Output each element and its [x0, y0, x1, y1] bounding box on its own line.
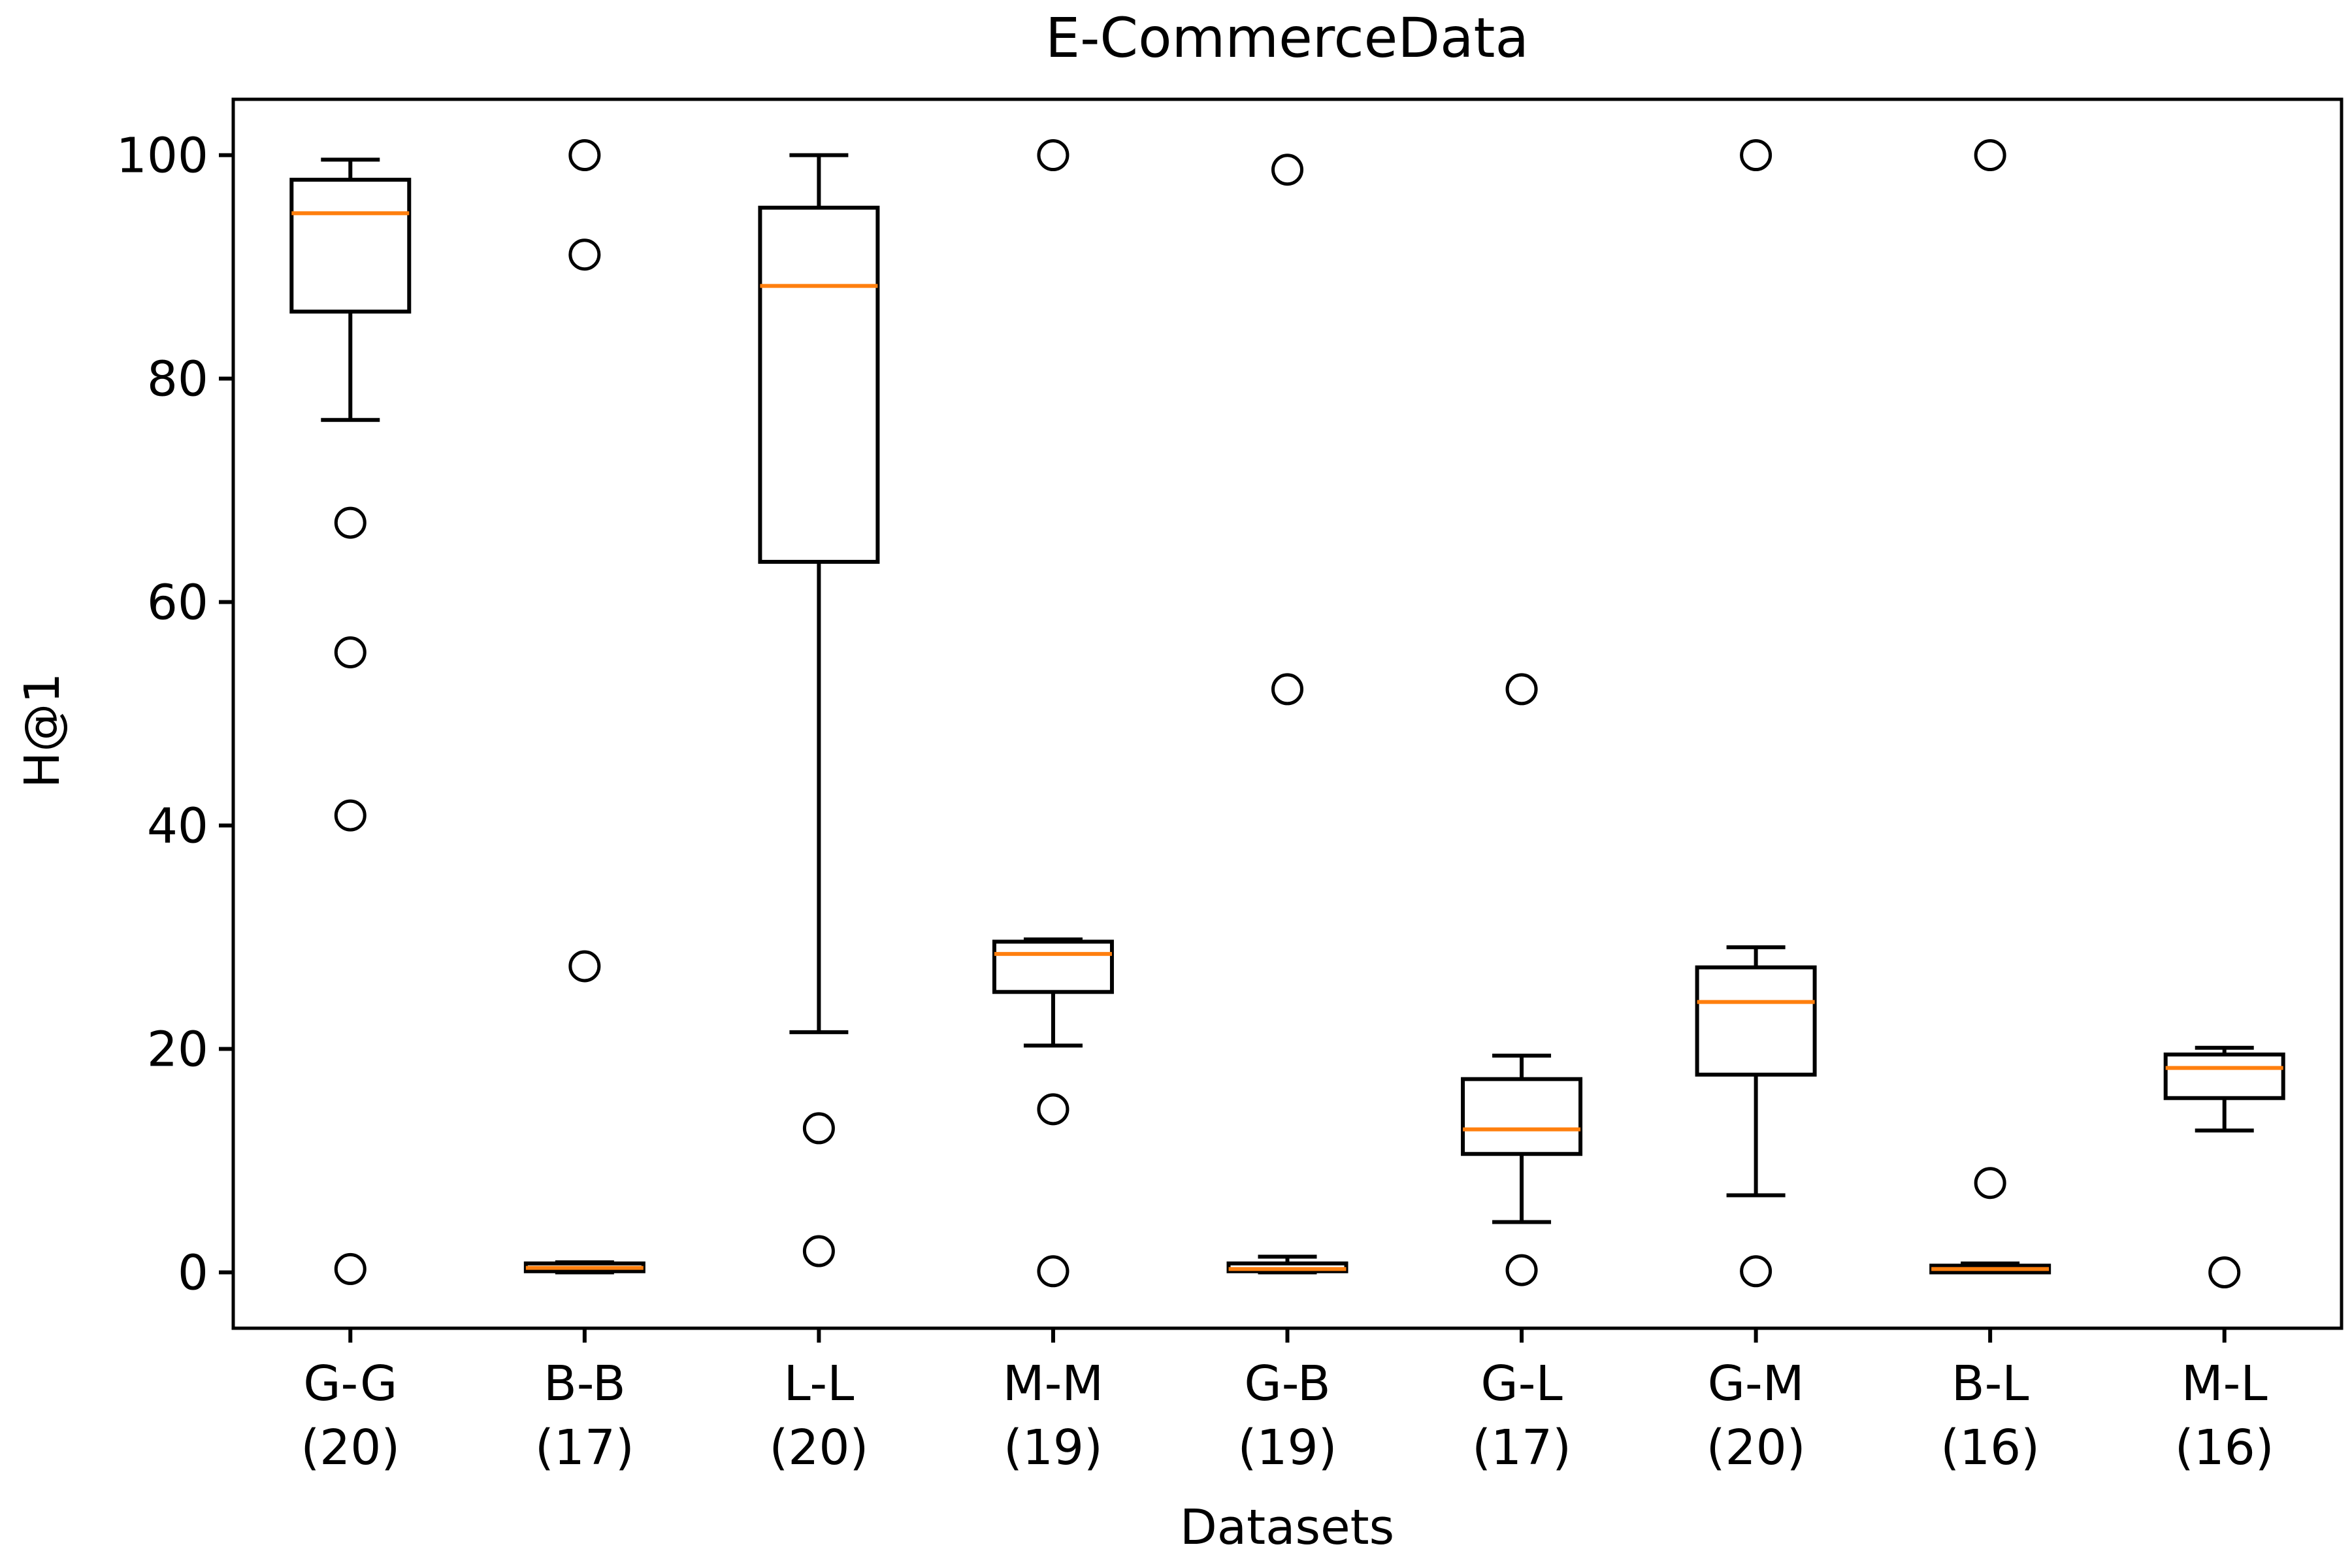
chart-title: E-CommerceData — [1045, 6, 1529, 70]
y-axis-label: H@1 — [14, 673, 71, 789]
outlier-point — [1974, 1167, 2006, 1200]
x-tick-label: G-G — [303, 1356, 397, 1412]
outlier-point — [334, 506, 367, 539]
outlier-point — [802, 1235, 835, 1267]
x-tick-count-label: (17) — [535, 1420, 634, 1476]
outlier-point — [1271, 673, 1303, 706]
y-tick-label: 20 — [147, 1022, 208, 1078]
outlier-point — [1271, 154, 1303, 186]
plot-area: 0 20 40 60 80 100 G-G (20) B-B (17) L-L (20) M-M (19)… — [116, 97, 2344, 1476]
outlier-point — [1974, 139, 2006, 171]
outlier-point — [334, 1252, 367, 1285]
box — [758, 205, 880, 564]
x-tick-count-label: (19) — [1238, 1420, 1337, 1476]
outlier-point — [1740, 1255, 1772, 1288]
plot-frame — [231, 97, 2344, 1330]
x-tick-count-label: (16) — [2175, 1420, 2274, 1476]
y-tick-label: 40 — [147, 798, 208, 855]
x-tick-label: M-L — [2181, 1356, 2268, 1412]
outlier-point — [568, 950, 601, 983]
x-tick-label: B-L — [1952, 1356, 2029, 1412]
outlier-point — [1037, 1093, 1070, 1126]
x-tick-label: M-M — [1003, 1356, 1103, 1412]
x-tick-count-label: (17) — [1472, 1420, 1571, 1476]
outlier-point — [2208, 1256, 2241, 1288]
x-tick-count-label: (20) — [1707, 1420, 1806, 1476]
outlier-point — [802, 1112, 835, 1145]
x-tick-count-label: (16) — [1940, 1420, 2040, 1476]
x-tick-label: L-L — [783, 1356, 854, 1412]
outlier-point — [334, 636, 367, 668]
x-axis-label: Datasets — [1180, 1499, 1394, 1556]
x-tick-count-label: (19) — [1004, 1420, 1103, 1476]
box — [1461, 1077, 1583, 1156]
outlier-point — [568, 238, 601, 271]
box — [992, 939, 1114, 994]
outlier-point — [1740, 139, 1772, 171]
y-tick-label: 0 — [178, 1245, 208, 1301]
x-tick-label: G-M — [1708, 1356, 1805, 1412]
box — [2163, 1053, 2285, 1100]
outlier-point — [1037, 139, 1070, 171]
outlier-point — [568, 139, 601, 171]
x-tick-label: B-B — [544, 1356, 626, 1412]
x-tick-label: G-L — [1480, 1356, 1562, 1412]
box — [289, 178, 412, 314]
outlier-point — [334, 799, 367, 832]
box — [1695, 965, 1817, 1077]
y-tick-label: 100 — [116, 128, 208, 184]
outlier-point — [1037, 1255, 1070, 1288]
x-tick-count-label: (20) — [301, 1420, 400, 1476]
outlier-point — [1505, 1254, 1538, 1286]
y-tick-label: 60 — [147, 575, 208, 631]
y-tick-label: 80 — [147, 351, 208, 408]
x-tick-count-label: (20) — [769, 1420, 868, 1476]
x-tick-label: G-B — [1244, 1356, 1330, 1412]
outlier-point — [1505, 673, 1538, 706]
